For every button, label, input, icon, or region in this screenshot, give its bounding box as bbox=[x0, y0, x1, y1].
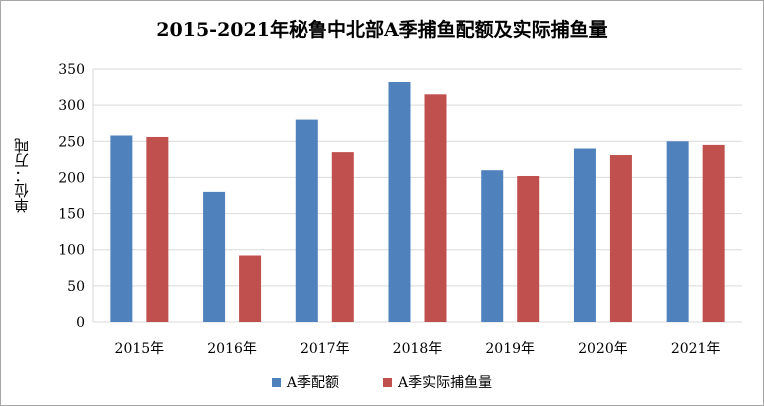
x-tick-label: 2019年 bbox=[485, 341, 535, 357]
bar-quota bbox=[203, 191, 226, 322]
bar-catch bbox=[331, 152, 354, 322]
y-tick-label: 150 bbox=[58, 207, 85, 223]
y-tick-label: 300 bbox=[58, 98, 85, 114]
chart-title: 2015-2021年秘鲁中北部A季捕鱼配额及实际捕鱼量 bbox=[156, 19, 608, 41]
y-tick-label: 0 bbox=[76, 315, 85, 331]
y-tick-label: 200 bbox=[58, 170, 85, 186]
bar-catch bbox=[146, 136, 169, 322]
x-tick-label: 2017年 bbox=[300, 341, 350, 357]
legend-label-catch: A季实际捕鱼量 bbox=[398, 375, 493, 391]
y-tick-label: 350 bbox=[58, 62, 85, 78]
bar-quota bbox=[110, 135, 133, 322]
bar-quota bbox=[573, 148, 596, 322]
legend: A季配额 A季实际捕鱼量 bbox=[1, 372, 763, 392]
bar-catch bbox=[424, 94, 447, 322]
legend-label-quota: A季配额 bbox=[286, 375, 339, 391]
legend-item-catch: A季实际捕鱼量 bbox=[383, 372, 492, 392]
legend-item-quota: A季配额 bbox=[271, 372, 339, 392]
x-tick-label: 2015年 bbox=[115, 341, 165, 357]
legend-swatch-quota bbox=[271, 377, 281, 387]
y-tick-label: 250 bbox=[58, 134, 85, 150]
bar-catch bbox=[702, 144, 725, 322]
bar-catch bbox=[239, 255, 262, 322]
bar-quota bbox=[666, 141, 689, 322]
bar-quota bbox=[388, 82, 411, 322]
bar-catch bbox=[609, 155, 632, 322]
bar-quota bbox=[295, 119, 318, 322]
x-tick-label: 2020年 bbox=[578, 341, 628, 357]
bar-quota bbox=[481, 170, 504, 322]
y-tick-label: 100 bbox=[58, 243, 85, 259]
x-tick-label: 2018年 bbox=[393, 341, 443, 357]
legend-swatch-catch bbox=[383, 377, 392, 387]
x-tick-label: 2016年 bbox=[207, 341, 257, 357]
y-tick-label: 50 bbox=[67, 279, 85, 295]
x-tick-label: 2021年 bbox=[671, 341, 721, 357]
bar-catch bbox=[517, 175, 540, 322]
